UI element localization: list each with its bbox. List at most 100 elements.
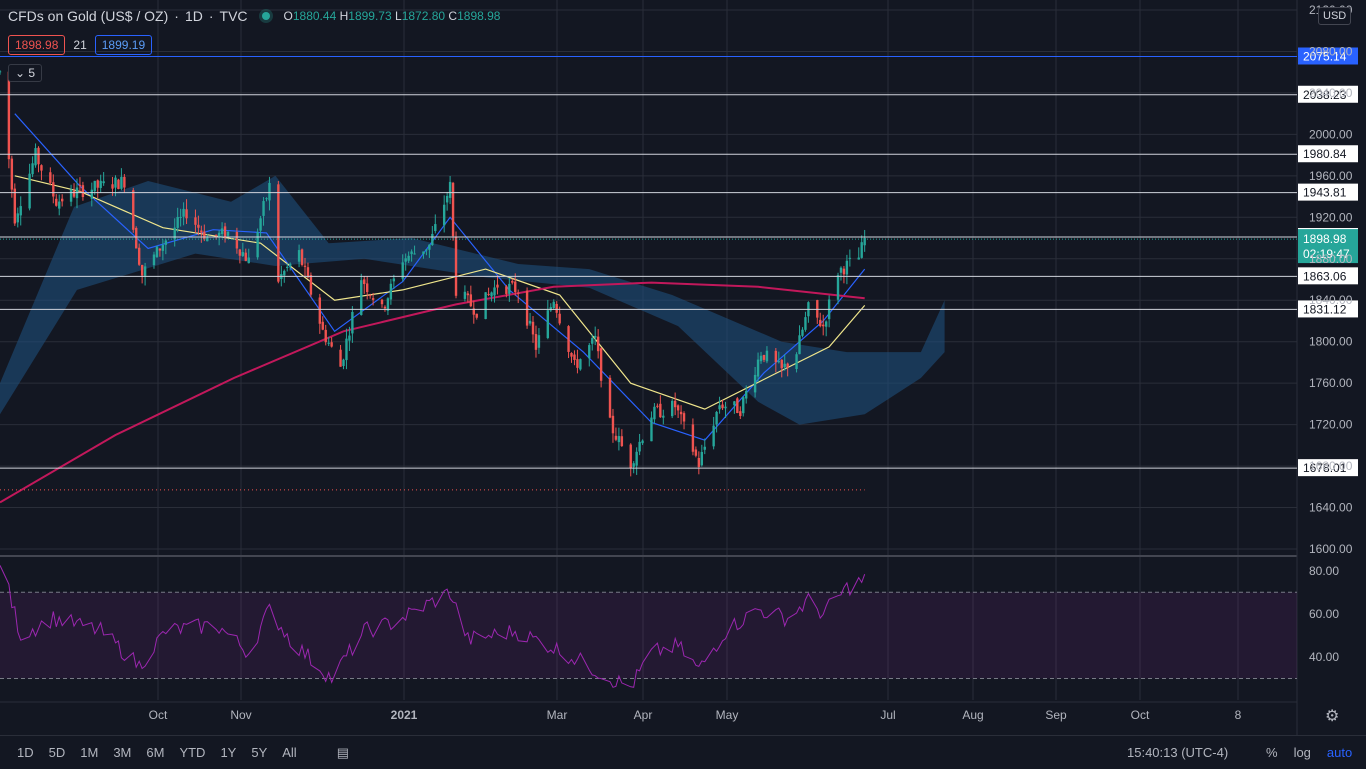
candle-body: [860, 242, 863, 258]
price-tick-label: 1600.00: [1309, 542, 1353, 556]
candle-body: [422, 251, 425, 255]
candle-body: [836, 275, 840, 300]
candle-body: [617, 436, 621, 443]
time-tick-label: Oct: [1131, 708, 1150, 722]
candle-body: [428, 244, 431, 250]
candle-body: [342, 359, 345, 367]
price-tick-label: 1960.00: [1309, 169, 1353, 183]
candle-body: [463, 291, 467, 299]
candle-body: [620, 436, 624, 447]
candle-body: [306, 267, 310, 278]
gear-icon[interactable]: ⚙: [1325, 708, 1340, 725]
clock[interactable]: 15:40:13 (UTC-4): [1127, 745, 1229, 760]
calendar-range-icon[interactable]: ▤: [336, 744, 349, 760]
time-tick-label: May: [716, 708, 739, 722]
candle-body: [238, 249, 242, 256]
candle-body: [135, 227, 138, 249]
currency-button[interactable]: USD: [1318, 7, 1352, 25]
price-tick-label: 1720.00: [1309, 418, 1353, 432]
tf-3m[interactable]: 3M: [113, 745, 132, 760]
level-label-bg: [1298, 183, 1358, 201]
candle-body: [34, 148, 37, 166]
log-toggle[interactable]: log: [1293, 745, 1311, 760]
candle-body: [593, 335, 597, 338]
candle-body: [37, 147, 40, 165]
tf-ytd[interactable]: YTD: [179, 745, 206, 760]
tf-1m[interactable]: 1M: [80, 745, 99, 760]
interval-label[interactable]: 1D: [184, 8, 203, 24]
candle-body: [176, 217, 179, 228]
candle-body: [197, 224, 200, 228]
candle-body: [653, 406, 656, 420]
candle-body: [528, 320, 532, 324]
candle-body: [742, 397, 745, 414]
candle-body: [857, 257, 860, 260]
candle-body: [736, 398, 739, 414]
tf-all[interactable]: All: [282, 745, 297, 760]
level-label: 1943.81: [1303, 186, 1347, 200]
candle-body: [780, 359, 783, 369]
auto-toggle[interactable]: auto: [1326, 745, 1353, 760]
time-tick-label: 2021: [391, 708, 418, 722]
ohlc-readout: O1880.44 H1899.73 L1872.80 C1898.98: [283, 9, 501, 23]
candle-body: [13, 188, 17, 224]
indicators-collapse-button[interactable]: ⌄ 5: [8, 64, 43, 82]
sell-price-box[interactable]: 1898.98: [8, 35, 66, 55]
tf-1d[interactable]: 1D: [17, 745, 34, 760]
tf-6m[interactable]: 6M: [146, 745, 165, 760]
candle-body: [783, 363, 786, 368]
candle-body: [99, 180, 102, 188]
candle-body: [484, 292, 487, 320]
candle-body: [58, 201, 61, 209]
candle-body: [283, 270, 286, 276]
level-label-bg: [1298, 300, 1358, 318]
candle-body: [78, 184, 82, 186]
indicator-count: 5: [28, 66, 36, 80]
source-label: TVC: [219, 8, 248, 24]
candle-body: [241, 252, 245, 256]
candle-body: [555, 303, 558, 313]
tf-1y[interactable]: 1Y: [220, 745, 237, 760]
tf-5y[interactable]: 5Y: [251, 745, 268, 760]
candle-body: [659, 403, 662, 418]
chevron-down-icon: ⌄: [15, 66, 26, 80]
candle-body: [591, 338, 594, 344]
candle-body: [679, 411, 683, 415]
rsi-tick-label: 40.00: [1309, 650, 1339, 664]
candle-body: [804, 317, 807, 330]
candle-body: [588, 345, 591, 359]
tf-5d[interactable]: 5D: [48, 745, 66, 760]
rsi-band: [0, 592, 1297, 679]
candle-body: [265, 198, 268, 200]
candle-body: [537, 335, 541, 348]
indicator-legend: 1898.98 21 1899.19: [8, 35, 153, 55]
candle-body: [81, 185, 85, 198]
candle-body: [52, 182, 55, 197]
candle-body: [389, 283, 393, 300]
candle-body: [360, 280, 363, 315]
candle-body: [721, 404, 724, 409]
level-label: 1678.01: [1303, 461, 1347, 475]
candle-body: [31, 163, 34, 175]
candle-body: [756, 359, 760, 377]
candle-body: [682, 413, 686, 422]
candle-body: [673, 400, 677, 408]
level-label: 2075.14: [1303, 49, 1347, 63]
level-label-bg: [1298, 47, 1358, 65]
candle-body: [69, 189, 73, 202]
candle-body: [410, 251, 413, 255]
candle-body: [774, 350, 778, 363]
candle-body: [16, 213, 19, 223]
candle-body: [383, 306, 387, 309]
chart[interactable]: 2075.142038.231980.841943.811900.991863.…: [0, 0, 1366, 735]
candle-body: [40, 165, 43, 171]
candle-body: [816, 300, 819, 318]
chart-header: CFDs on Gold (US$ / OZ) · 1D · TVC O1880…: [8, 8, 501, 24]
percent-toggle[interactable]: %: [1266, 745, 1278, 760]
ma-value-box[interactable]: 1899.19: [94, 35, 153, 55]
level-lines[interactable]: 2075.142038.231980.841943.811900.991863.…: [0, 47, 1358, 477]
price-tick-label: 1920.00: [1309, 210, 1353, 224]
candle-body: [579, 359, 582, 370]
symbol-title[interactable]: CFDs on Gold (US$ / OZ): [8, 8, 169, 24]
candle-body: [777, 361, 780, 363]
